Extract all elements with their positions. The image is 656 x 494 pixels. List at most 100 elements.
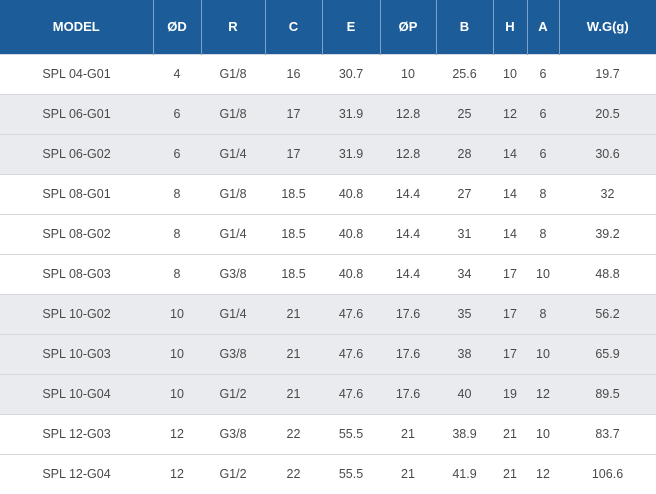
cell-od: 10 [153, 373, 201, 414]
cell-weight: 56.2 [559, 293, 656, 334]
cell-e: 47.6 [322, 373, 380, 414]
cell-a: 6 [527, 53, 559, 94]
cell-op: 14.4 [380, 213, 436, 254]
cell-r: G1/4 [201, 133, 265, 174]
cell-c: 21 [265, 373, 322, 414]
cell-a: 6 [527, 93, 559, 134]
cell-c: 16 [265, 53, 322, 94]
cell-model: SPL 08-G03 [0, 253, 153, 294]
table-row: SPL 06-G01 6 G1/8 17 31.9 12.8 25 12 6 20.5 [0, 93, 656, 134]
cell-model: SPL 10-G02 [0, 293, 153, 334]
cell-c: 22 [265, 453, 322, 494]
cell-c: 22 [265, 413, 322, 454]
cell-r: G1/8 [201, 53, 265, 94]
cell-a: 8 [527, 213, 559, 254]
cell-e: 47.6 [322, 293, 380, 334]
cell-weight: 106.6 [559, 453, 656, 494]
header-model: MODEL [0, 0, 154, 54]
cell-h: 17 [493, 333, 527, 374]
table-row: SPL 12-G03 12 G3/8 22 55.5 21 38.9 21 10 83.7 [0, 413, 656, 454]
cell-b: 31 [436, 213, 493, 254]
cell-od: 4 [153, 53, 201, 94]
table-row: SPL 04-G01 4 G1/8 16 30.7 10 25.6 10 6 19.7 [0, 53, 656, 94]
cell-b: 38 [436, 333, 493, 374]
cell-c: 17 [265, 133, 322, 174]
table-row: SPL 08-G03 8 G3/8 18.5 40.8 14.4 34 17 10 48.8 [0, 253, 656, 294]
cell-a: 10 [527, 333, 559, 374]
cell-a: 6 [527, 133, 559, 174]
cell-r: G1/4 [201, 293, 265, 334]
cell-model: SPL 10-G04 [0, 373, 153, 414]
cell-model: SPL 10-G03 [0, 333, 153, 374]
header-od: ØD [153, 0, 202, 54]
cell-r: G1/2 [201, 373, 265, 414]
cell-r: G3/8 [201, 253, 265, 294]
cell-h: 10 [493, 53, 527, 94]
cell-op: 17.6 [380, 293, 436, 334]
cell-h: 19 [493, 373, 527, 414]
cell-op: 21 [380, 413, 436, 454]
cell-e: 55.5 [322, 413, 380, 454]
cell-od: 8 [153, 173, 201, 214]
cell-od: 8 [153, 253, 201, 294]
cell-a: 12 [527, 373, 559, 414]
cell-od: 12 [153, 453, 201, 494]
cell-a: 10 [527, 413, 559, 454]
cell-od: 8 [153, 213, 201, 254]
cell-model: SPL 06-G01 [0, 93, 153, 134]
cell-b: 28 [436, 133, 493, 174]
cell-h: 14 [493, 213, 527, 254]
header-weight: W.G(g) [559, 0, 656, 54]
cell-weight: 89.5 [559, 373, 656, 414]
cell-h: 21 [493, 453, 527, 494]
cell-c: 17 [265, 93, 322, 134]
table-row: SPL 08-G01 8 G1/8 18.5 40.8 14.4 27 14 8 32 [0, 173, 656, 214]
cell-model: SPL 08-G01 [0, 173, 153, 214]
cell-r: G1/4 [201, 213, 265, 254]
cell-weight: 39.2 [559, 213, 656, 254]
header-e: E [322, 0, 381, 54]
cell-c: 18.5 [265, 253, 322, 294]
cell-e: 40.8 [322, 213, 380, 254]
cell-weight: 48.8 [559, 253, 656, 294]
cell-model: SPL 06-G02 [0, 133, 153, 174]
cell-b: 27 [436, 173, 493, 214]
header-row: MODEL ØD R C E ØP B H A W.G(g) [0, 0, 656, 54]
cell-model: SPL 12-G04 [0, 453, 153, 494]
cell-b: 25.6 [436, 53, 493, 94]
table-row: SPL 10-G04 10 G1/2 21 47.6 17.6 40 19 12 89.5 [0, 373, 656, 414]
cell-a: 8 [527, 173, 559, 214]
cell-weight: 83.7 [559, 413, 656, 454]
cell-od: 10 [153, 333, 201, 374]
table-row: SPL 12-G04 12 G1/2 22 55.5 21 41.9 21 12 106.6 [0, 453, 656, 494]
cell-b: 34 [436, 253, 493, 294]
header-h: H [493, 0, 528, 54]
cell-a: 12 [527, 453, 559, 494]
cell-op: 21 [380, 453, 436, 494]
cell-r: G1/8 [201, 173, 265, 214]
cell-b: 25 [436, 93, 493, 134]
cell-b: 41.9 [436, 453, 493, 494]
header-a: A [527, 0, 560, 54]
cell-h: 17 [493, 253, 527, 294]
cell-op: 10 [380, 53, 436, 94]
cell-e: 30.7 [322, 53, 380, 94]
cell-h: 14 [493, 133, 527, 174]
cell-op: 14.4 [380, 173, 436, 214]
cell-c: 18.5 [265, 213, 322, 254]
cell-op: 12.8 [380, 133, 436, 174]
cell-model: SPL 12-G03 [0, 413, 153, 454]
cell-weight: 20.5 [559, 93, 656, 134]
cell-c: 21 [265, 333, 322, 374]
cell-e: 40.8 [322, 253, 380, 294]
cell-op: 14.4 [380, 253, 436, 294]
cell-e: 31.9 [322, 93, 380, 134]
cell-op: 17.6 [380, 333, 436, 374]
cell-model: SPL 04-G01 [0, 53, 153, 94]
cell-h: 12 [493, 93, 527, 134]
cell-op: 17.6 [380, 373, 436, 414]
header-r: R [201, 0, 266, 54]
cell-a: 10 [527, 253, 559, 294]
table-row: SPL 10-G02 10 G1/4 21 47.6 17.6 35 17 8 56.2 [0, 293, 656, 334]
